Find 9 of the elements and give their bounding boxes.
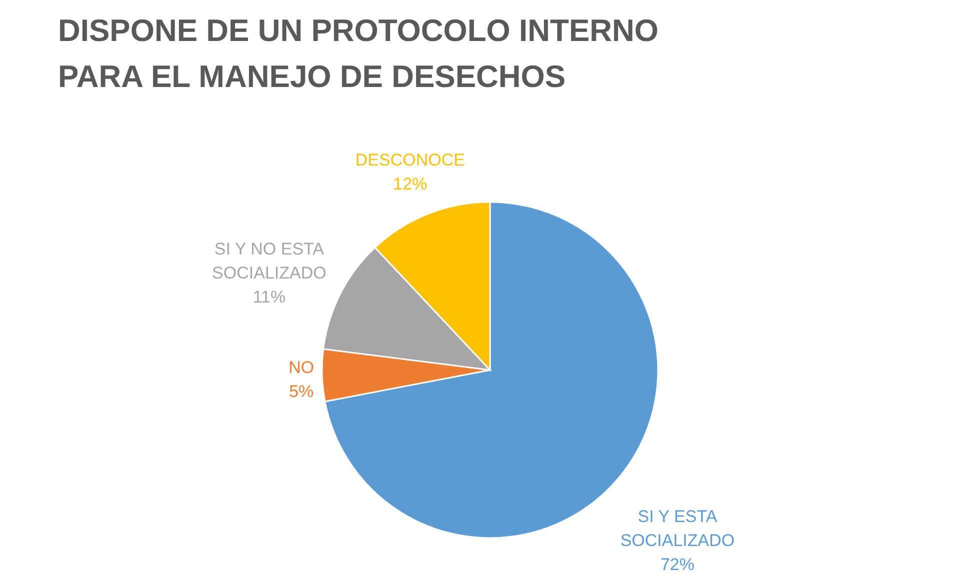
slice-label: SI Y NO ESTA SOCIALIZADO — [212, 240, 326, 282]
slice-label: DESCONOCE — [355, 150, 465, 170]
data-label: 5% — [289, 382, 314, 401]
data-label: 72% — [660, 555, 694, 574]
data-label: 11% — [252, 288, 286, 306]
slice-label: NO — [288, 358, 314, 377]
chart-title: DISPONE DE UN PROTOCOLO INTERNO PARA EL MANEJO DE DESECHOS — [58, 13, 659, 94]
data-label: 12% — [393, 174, 428, 194]
slice-label: SI Y ESTA SOCIALIZADO — [620, 507, 735, 550]
